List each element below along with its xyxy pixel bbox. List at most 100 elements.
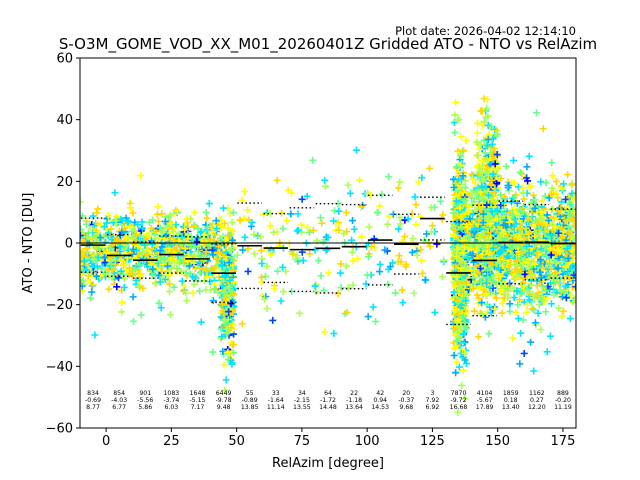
scatter-point [470, 307, 478, 315]
scatter-point [319, 238, 327, 246]
scatter-point [279, 225, 287, 233]
scatter-point [543, 211, 551, 219]
scatter-point [461, 395, 469, 403]
scatter-point [469, 274, 477, 282]
scatter-point [183, 297, 191, 305]
scatter-point [136, 232, 144, 240]
scatter-point [294, 226, 302, 234]
scatter-point [108, 266, 116, 274]
scatter-point [555, 304, 563, 312]
scatter-point [562, 195, 570, 203]
scatter-point [508, 251, 516, 259]
scatter-point [129, 209, 137, 217]
scatter-point [93, 263, 101, 271]
scatter-point [172, 221, 180, 229]
x-tick-label: 25 [163, 434, 180, 449]
scatter-point [497, 201, 505, 209]
scatter-point [208, 246, 216, 254]
bin-std-label: 13.85 [241, 404, 259, 411]
scatter-point [181, 226, 189, 234]
scatter-point [477, 168, 485, 176]
scatter-point [116, 231, 124, 239]
scatter-point [88, 225, 96, 233]
scatter-point [349, 217, 357, 225]
bin-mean-label: -5.56 [137, 397, 153, 404]
scatter-point [514, 183, 522, 191]
scatter-point [92, 227, 100, 235]
scatter-point [225, 259, 233, 267]
scatter-point [190, 259, 198, 267]
scatter-point [138, 218, 146, 226]
scatter-point [107, 244, 115, 252]
scatter-point [478, 107, 486, 115]
scatter-point [427, 228, 435, 236]
scatter-point [520, 195, 528, 203]
scatter-point [266, 222, 274, 230]
scatter-point [151, 235, 159, 243]
scatter-point [91, 331, 99, 339]
y-tick-label: −60 [46, 422, 73, 437]
scatter-point [461, 243, 469, 251]
scatter-point [494, 264, 502, 272]
scatter-point [105, 285, 113, 293]
scatter-point [516, 206, 524, 214]
scatter-point [538, 296, 546, 304]
scatter-point [342, 209, 350, 217]
scatter-point [554, 245, 562, 253]
scatter-point [84, 272, 92, 280]
scatter-point [277, 297, 285, 305]
scatter-point [523, 242, 531, 250]
scatter-point [202, 208, 210, 216]
scatter-point [493, 180, 501, 188]
scatter-point [241, 233, 249, 241]
scatter-point [118, 216, 126, 224]
scatter-point [500, 230, 508, 238]
scatter-point [537, 326, 545, 334]
scatter-point [125, 218, 133, 226]
scatter-point [225, 308, 233, 316]
scatter-point [83, 266, 91, 274]
bin-mean-label: -5.67 [477, 397, 493, 404]
scatter-point [263, 262, 271, 270]
scatter-point [452, 225, 460, 233]
scatter-point [83, 233, 91, 241]
scatter-point [134, 242, 142, 250]
scatter-point [384, 220, 392, 228]
scatter-point [474, 151, 482, 159]
scatter-point [174, 252, 182, 260]
scatter-point [269, 316, 277, 324]
scatter-point [309, 156, 317, 164]
scatter-point [356, 176, 364, 184]
scatter-point [566, 199, 574, 207]
scatter-point [358, 233, 366, 241]
scatter-point [512, 274, 520, 282]
scatter-point [457, 152, 465, 160]
scatter-point [523, 301, 531, 309]
scatter-point [202, 248, 210, 256]
scatter-point [210, 265, 218, 273]
scatter-point [240, 214, 248, 222]
scatter-point [100, 233, 108, 241]
bin-std-label: 9.68 [399, 404, 413, 411]
scatter-point [505, 181, 513, 189]
scatter-point [458, 381, 466, 389]
scatter-point [501, 234, 509, 242]
scatter-point [437, 197, 445, 205]
scatter-point [112, 217, 120, 225]
scatter-point [498, 286, 506, 294]
scatter-point [485, 330, 493, 338]
scatter-point [349, 257, 357, 265]
scatter-point [450, 351, 458, 359]
bin-count-label: 3 [430, 390, 434, 397]
scatter-point [521, 270, 529, 278]
scatter-point [567, 291, 575, 299]
scatter-point [92, 272, 100, 280]
scatter-point [244, 206, 252, 214]
scatter-point [462, 325, 470, 333]
scatter-point [547, 300, 555, 308]
scatter-point [228, 359, 236, 367]
y-axis-label: ATO - NTO [DU] [21, 193, 36, 294]
scatter-point [93, 209, 101, 217]
scatter-point [455, 332, 463, 340]
scatter-point [506, 300, 514, 308]
